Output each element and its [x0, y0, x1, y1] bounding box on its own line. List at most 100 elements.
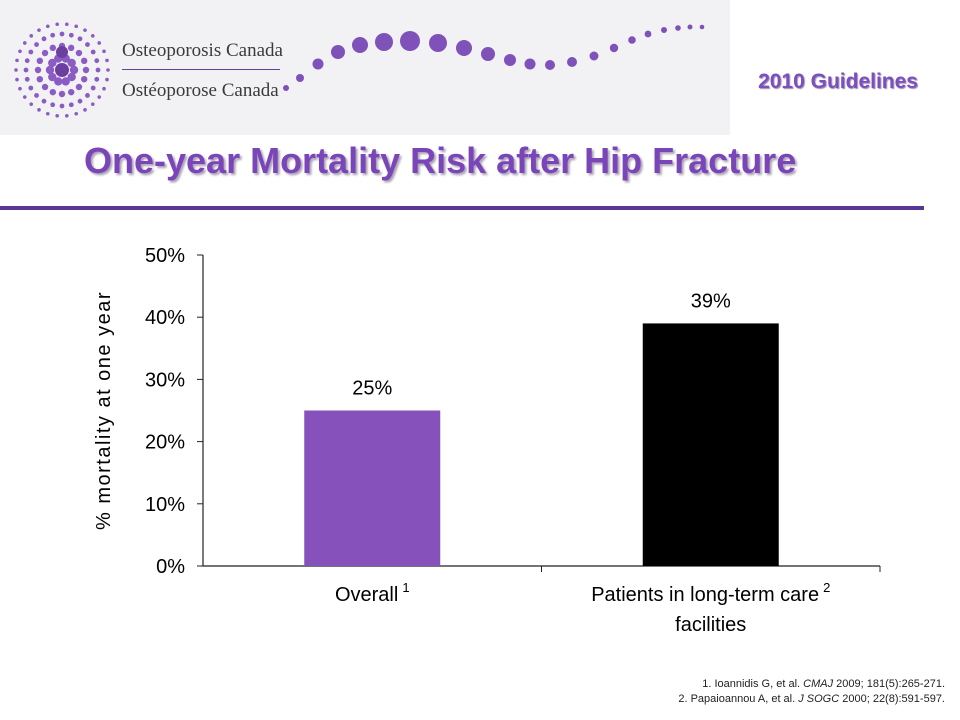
- wave-dot: [699, 24, 705, 30]
- logo-dot: [24, 76, 30, 82]
- logo-dot: [69, 65, 79, 75]
- wave-dot: [675, 25, 681, 31]
- x-category-footnote: 1: [402, 580, 409, 595]
- logo-dot: [22, 41, 27, 45]
- logo-dot: [83, 108, 87, 112]
- wave-dot: [283, 85, 289, 91]
- reference-1-authors: 1. Ioannidis G, et al.: [702, 678, 804, 690]
- logo-dot: [37, 28, 41, 32]
- wave-dot: [524, 58, 536, 70]
- logo-dot: [45, 111, 50, 116]
- wave-dot: [400, 31, 420, 51]
- logo-dot: [80, 57, 88, 65]
- logo-dot: [59, 103, 65, 109]
- osteoporosis-canada-logo: [14, 22, 705, 118]
- wave-dot: [312, 58, 324, 70]
- reference-1-citation: 2009; 181(5):265-271.: [833, 678, 945, 690]
- wave-dot: [661, 27, 667, 33]
- logo-dot: [55, 113, 59, 118]
- logo-dot: [41, 36, 47, 42]
- logo-dot: [50, 32, 56, 38]
- logo-dot: [94, 76, 100, 82]
- logo-dot: [67, 72, 76, 82]
- reference-1-journal: CMAJ: [803, 678, 834, 690]
- logo-dot: [28, 85, 34, 91]
- logo-dot: [77, 98, 83, 104]
- wave-dot: [375, 33, 393, 51]
- logo-dot: [82, 66, 90, 74]
- logo-dot: [75, 49, 83, 57]
- logo-dot: [54, 77, 63, 86]
- logo-figure-body: [55, 63, 69, 77]
- logo-dot: [77, 36, 83, 42]
- decorative-dot-wave: [283, 24, 705, 91]
- reference-1: 1. Ioannidis G, et al. CMAJ 2009; 181(5)…: [702, 678, 945, 690]
- y-tick-label: 50%: [145, 245, 185, 267]
- logo-dot: [28, 49, 34, 55]
- logo-figure-head: [56, 46, 68, 58]
- x-category-label: Patients in long-term care 2: [591, 580, 830, 606]
- logo-dot: [45, 24, 50, 29]
- wave-dot: [644, 30, 652, 38]
- y-axis-title: % mortality at one year: [93, 291, 115, 530]
- logo-dot: [15, 58, 19, 63]
- logo-dot: [29, 102, 34, 106]
- logo-dot: [34, 42, 39, 47]
- logo-dot: [105, 77, 109, 82]
- logo-dot: [59, 31, 65, 37]
- wave-dot: [296, 74, 304, 82]
- logo-dot: [41, 98, 47, 104]
- logo-dot: [75, 83, 83, 91]
- logo-dot: [74, 24, 79, 29]
- logo-dot: [85, 93, 90, 98]
- logo-dot: [22, 95, 27, 99]
- logo-dot: [18, 49, 22, 54]
- reference-2-journal: J SOGC: [798, 693, 840, 705]
- wave-dot: [545, 60, 555, 70]
- bar-2: [642, 323, 779, 566]
- logo-dot: [49, 44, 57, 52]
- logo-dot: [23, 67, 29, 73]
- wave-dot: [331, 45, 345, 59]
- logo-dot: [65, 113, 69, 118]
- logo-dot: [48, 72, 57, 82]
- logo-dot: [36, 57, 44, 65]
- slide-title: One-year Mortality Risk after Hip Fractu…: [84, 140, 797, 181]
- logo-dot: [34, 66, 42, 74]
- guidelines-label: 2010 Guidelines: [758, 70, 918, 93]
- logo-dot: [58, 90, 66, 98]
- logo-dot: [102, 49, 106, 54]
- logo-dot: [37, 108, 41, 112]
- header-band: [0, 0, 730, 135]
- logo-dot: [14, 68, 18, 72]
- logo-dot: [29, 34, 34, 38]
- title-rule: [0, 206, 924, 210]
- logo-dot: [41, 83, 49, 91]
- logo-dot: [41, 49, 49, 57]
- reference-2-authors: 2. Papaioannou A, et al.: [678, 693, 799, 705]
- wave-dot: [456, 40, 472, 56]
- logo-dot: [85, 42, 90, 47]
- bar-chart: 0% 10% 20% 30% 40% 50% % mortality at one year…: [93, 245, 881, 636]
- y-tick-label: 30%: [145, 369, 185, 391]
- logo-dot: [49, 88, 57, 96]
- logo-dot: [90, 49, 96, 55]
- logo-dot: [90, 34, 95, 38]
- logo-dot: [15, 77, 19, 82]
- reference-2: 2. Papaioannou A, et al. J SOGC 2000; 22…: [678, 693, 945, 705]
- logo-dot-emblem: [14, 22, 110, 118]
- wave-dot: [567, 57, 577, 67]
- data-label-1: 25%: [352, 378, 392, 400]
- reference-2-citation: 2000; 22(8):591-597.: [839, 693, 945, 705]
- logo-dot: [106, 68, 110, 72]
- wave-dot: [352, 37, 368, 53]
- logo-dot: [97, 95, 102, 99]
- logo-dot: [68, 32, 74, 38]
- logo-dot: [67, 88, 75, 96]
- wave-dot: [609, 43, 619, 53]
- org-name-divider: [122, 69, 280, 70]
- y-tick-label: 10%: [145, 494, 185, 516]
- logo-dot: [95, 67, 101, 73]
- logo-dot: [102, 86, 106, 91]
- y-tick-label: 40%: [145, 307, 185, 329]
